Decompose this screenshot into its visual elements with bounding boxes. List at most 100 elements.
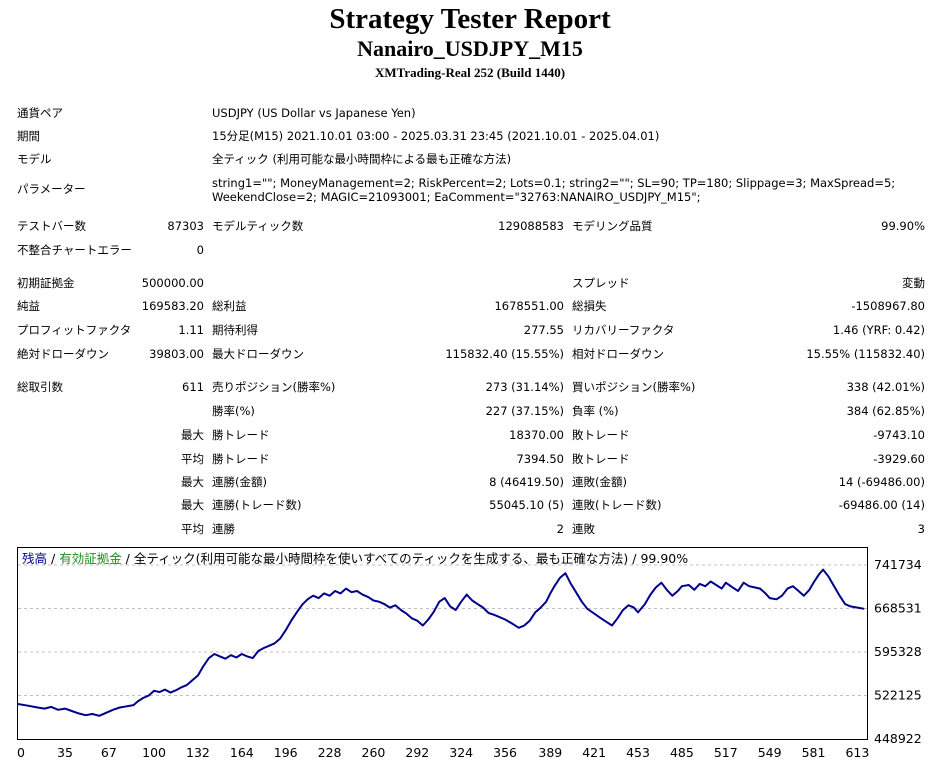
profit-factor-value: 1.11 bbox=[178, 323, 204, 337]
ticks-label: モデルティック数 bbox=[212, 219, 304, 233]
average-win-label: 勝トレード bbox=[212, 452, 270, 466]
report-subtitle: Nanairo_USDJPY_M15 bbox=[357, 36, 583, 61]
y-tick-label: 741734 bbox=[874, 557, 922, 572]
cons-loss-value: -69486.00 (14) bbox=[838, 498, 925, 512]
cons-losses-amount-value: 14 (-69486.00) bbox=[838, 475, 925, 489]
expected-payoff-label: 期待利得 bbox=[212, 323, 258, 337]
total-trades-value: 611 bbox=[182, 380, 204, 394]
x-tick-label: 35 bbox=[57, 745, 73, 760]
x-tick-label: 67 bbox=[101, 745, 117, 760]
rel-drawdown-value: 15.55% (115832.40) bbox=[806, 347, 925, 361]
chart-y-axis: 741734 668531 595328 522125 448922 bbox=[874, 557, 922, 746]
average-loss-value: -3929.60 bbox=[873, 452, 925, 466]
x-tick-label: 613 bbox=[845, 745, 869, 760]
win-rate-value: 227 (37.15%) bbox=[485, 404, 564, 418]
expected-payoff-value: 277.55 bbox=[523, 323, 564, 337]
legend-equity: 有効証拠金 bbox=[59, 551, 122, 566]
avg-cons-wins-value: 2 bbox=[556, 522, 564, 536]
period-value: 15分足(M15) 2021.10.01 03:00 - 2025.03.31 … bbox=[212, 129, 660, 143]
model-label: モデル bbox=[17, 152, 52, 166]
mismatch-value: 0 bbox=[196, 243, 204, 257]
profit-factor-label: プロフィットファクタ bbox=[17, 323, 132, 337]
report-server: XMTrading-Real 252 (Build 1440) bbox=[374, 65, 566, 80]
deposit-value: 500000.00 bbox=[141, 276, 204, 290]
deposit-label: 初期証拠金 bbox=[17, 276, 75, 290]
loss-rate-value: 384 (62.85%) bbox=[846, 404, 925, 418]
short-positions-label: 売りポジション(勝率%) bbox=[212, 380, 336, 394]
bars-label: テストバー数 bbox=[17, 219, 86, 233]
largest-win-label: 勝トレード bbox=[212, 428, 270, 442]
y-tick-label: 448922 bbox=[874, 731, 922, 746]
x-tick-label: 356 bbox=[493, 745, 517, 760]
abs-drawdown-label: 絶対ドローダウン bbox=[17, 347, 109, 361]
x-tick-label: 164 bbox=[230, 745, 254, 760]
balance-series-line bbox=[17, 568, 865, 717]
largest-win-value: 18370.00 bbox=[509, 428, 564, 442]
balance-chart: 741734 668531 595328 522125 448922 0 35 67 100 1… bbox=[17, 547, 922, 760]
model-value: 全ティック (利用可能な最小時間枠による最も正確な方法) bbox=[212, 152, 512, 166]
legend-quality: 99.90% bbox=[640, 551, 688, 566]
cons-wins-amount-value: 8 (46419.50) bbox=[489, 475, 564, 489]
avg-cons-losses-label: 連敗 bbox=[572, 522, 595, 536]
x-tick-label: 421 bbox=[582, 745, 606, 760]
spread-label: スプレッド bbox=[572, 276, 630, 290]
pair-value: USDJPY (US Dollar vs Japanese Yen) bbox=[212, 106, 416, 120]
params-label: パラメーター bbox=[17, 182, 86, 196]
spread-value: 変動 bbox=[902, 276, 925, 290]
x-tick-label: 292 bbox=[405, 745, 429, 760]
rel-drawdown-label: 相対ドローダウン bbox=[572, 347, 664, 361]
max-word: 最大 bbox=[181, 428, 204, 442]
average-loss-label: 敗トレード bbox=[572, 452, 630, 466]
x-tick-label: 132 bbox=[186, 745, 210, 760]
net-profit-value: 169583.20 bbox=[141, 299, 204, 313]
quality-value: 99.90% bbox=[881, 219, 925, 233]
x-tick-label: 196 bbox=[274, 745, 298, 760]
x-tick-label: 453 bbox=[626, 745, 650, 760]
params-line-1: string1=""; MoneyManagement=2; RiskPerce… bbox=[212, 176, 896, 190]
net-profit-label: 純益 bbox=[17, 299, 40, 313]
x-tick-label: 389 bbox=[538, 745, 562, 760]
x-tick-label: 517 bbox=[714, 745, 738, 760]
bars-value: 87303 bbox=[167, 219, 204, 233]
legend-balance: 残高 bbox=[22, 551, 47, 566]
cons-profit-value: 55045.10 (5) bbox=[489, 498, 564, 512]
short-positions-value: 273 (31.14%) bbox=[485, 380, 564, 394]
largest-loss-value: -9743.10 bbox=[873, 428, 925, 442]
recovery-factor-value: 1.46 (YRF: 0.42) bbox=[832, 323, 925, 337]
average-win-value: 7394.50 bbox=[516, 452, 564, 466]
cons-profit-label: 連勝(トレード数) bbox=[212, 498, 302, 512]
legend-separator: / bbox=[47, 551, 59, 566]
period-label: 期間 bbox=[17, 129, 40, 143]
abs-drawdown-value: 39803.00 bbox=[149, 347, 204, 361]
long-positions-label: 買いポジション(勝率%) bbox=[572, 380, 696, 394]
ticks-value: 129088583 bbox=[498, 219, 564, 233]
legend-model: 全ティック(利用可能な最小時間枠を使いすべてのティックを生成する、最も正確な方法… bbox=[134, 551, 628, 566]
cons-wins-amount-label: 連勝(金額) bbox=[212, 475, 267, 489]
legend-separator: / bbox=[122, 551, 134, 566]
quality-label: モデリング品質 bbox=[572, 219, 653, 233]
x-tick-label: 324 bbox=[449, 745, 473, 760]
x-tick-label: 100 bbox=[142, 745, 166, 760]
max-drawdown-label: 最大ドローダウン bbox=[212, 347, 304, 361]
x-tick-label: 0 bbox=[17, 745, 25, 760]
chart-plot-area bbox=[17, 547, 868, 740]
report-title: Strategy Tester Report bbox=[329, 3, 611, 35]
x-tick-label: 581 bbox=[802, 745, 826, 760]
avg-cons-losses-value: 3 bbox=[917, 522, 925, 536]
legend-separator: / bbox=[628, 551, 640, 566]
cons-loss-label: 連敗(トレード数) bbox=[572, 498, 662, 512]
pair-label: 通貨ペア bbox=[17, 106, 63, 120]
cons-losses-amount-label: 連敗(金額) bbox=[572, 475, 627, 489]
largest-loss-label: 敗トレード bbox=[572, 428, 630, 442]
gross-loss-label: 総損失 bbox=[572, 299, 607, 313]
gross-loss-value: -1508967.80 bbox=[851, 299, 925, 313]
x-tick-label: 485 bbox=[670, 745, 694, 760]
max-word: 最大 bbox=[181, 475, 204, 489]
mismatch-label: 不整合チャートエラー bbox=[17, 243, 132, 257]
loss-rate-label: 負率 (%) bbox=[572, 404, 619, 418]
y-tick-label: 668531 bbox=[874, 601, 922, 616]
win-rate-label: 勝率(%) bbox=[212, 404, 255, 418]
gross-profit-value: 1678551.00 bbox=[494, 299, 564, 313]
gross-profit-label: 総利益 bbox=[212, 299, 247, 313]
recovery-factor-label: リカバリーファクタ bbox=[572, 323, 675, 337]
